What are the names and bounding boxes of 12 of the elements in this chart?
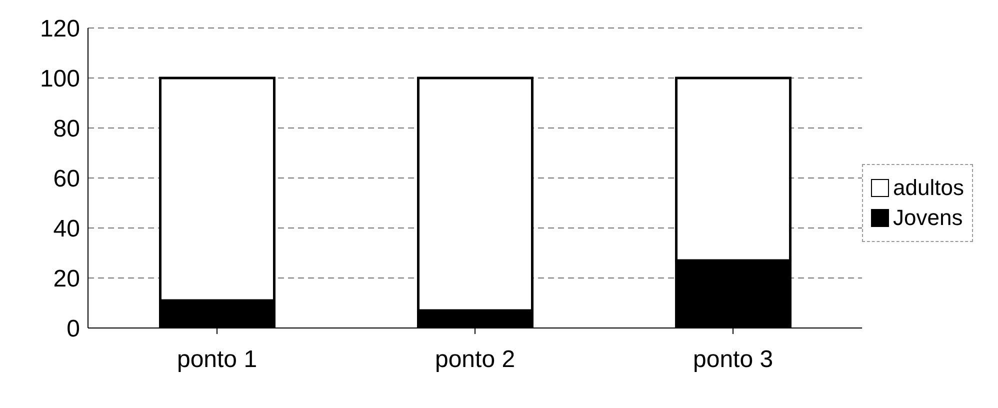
y-tick-label: 80 (53, 116, 80, 143)
x-tick-label: ponto 1 (176, 346, 258, 374)
x-tick-label: ponto 2 (434, 346, 516, 374)
y-tick-label: 120 (40, 16, 80, 43)
x-tick-label: ponto 3 (693, 346, 774, 374)
y-tick-label: 40 (53, 216, 80, 243)
y-tick-label: 100 (40, 66, 80, 93)
legend-label: Jovens (893, 205, 963, 231)
legend-label: adultos (893, 175, 964, 201)
y-tick-label: 20 (53, 266, 80, 293)
y-tick-label: 60 (53, 166, 80, 193)
y-tick-label: 0 (66, 316, 80, 343)
